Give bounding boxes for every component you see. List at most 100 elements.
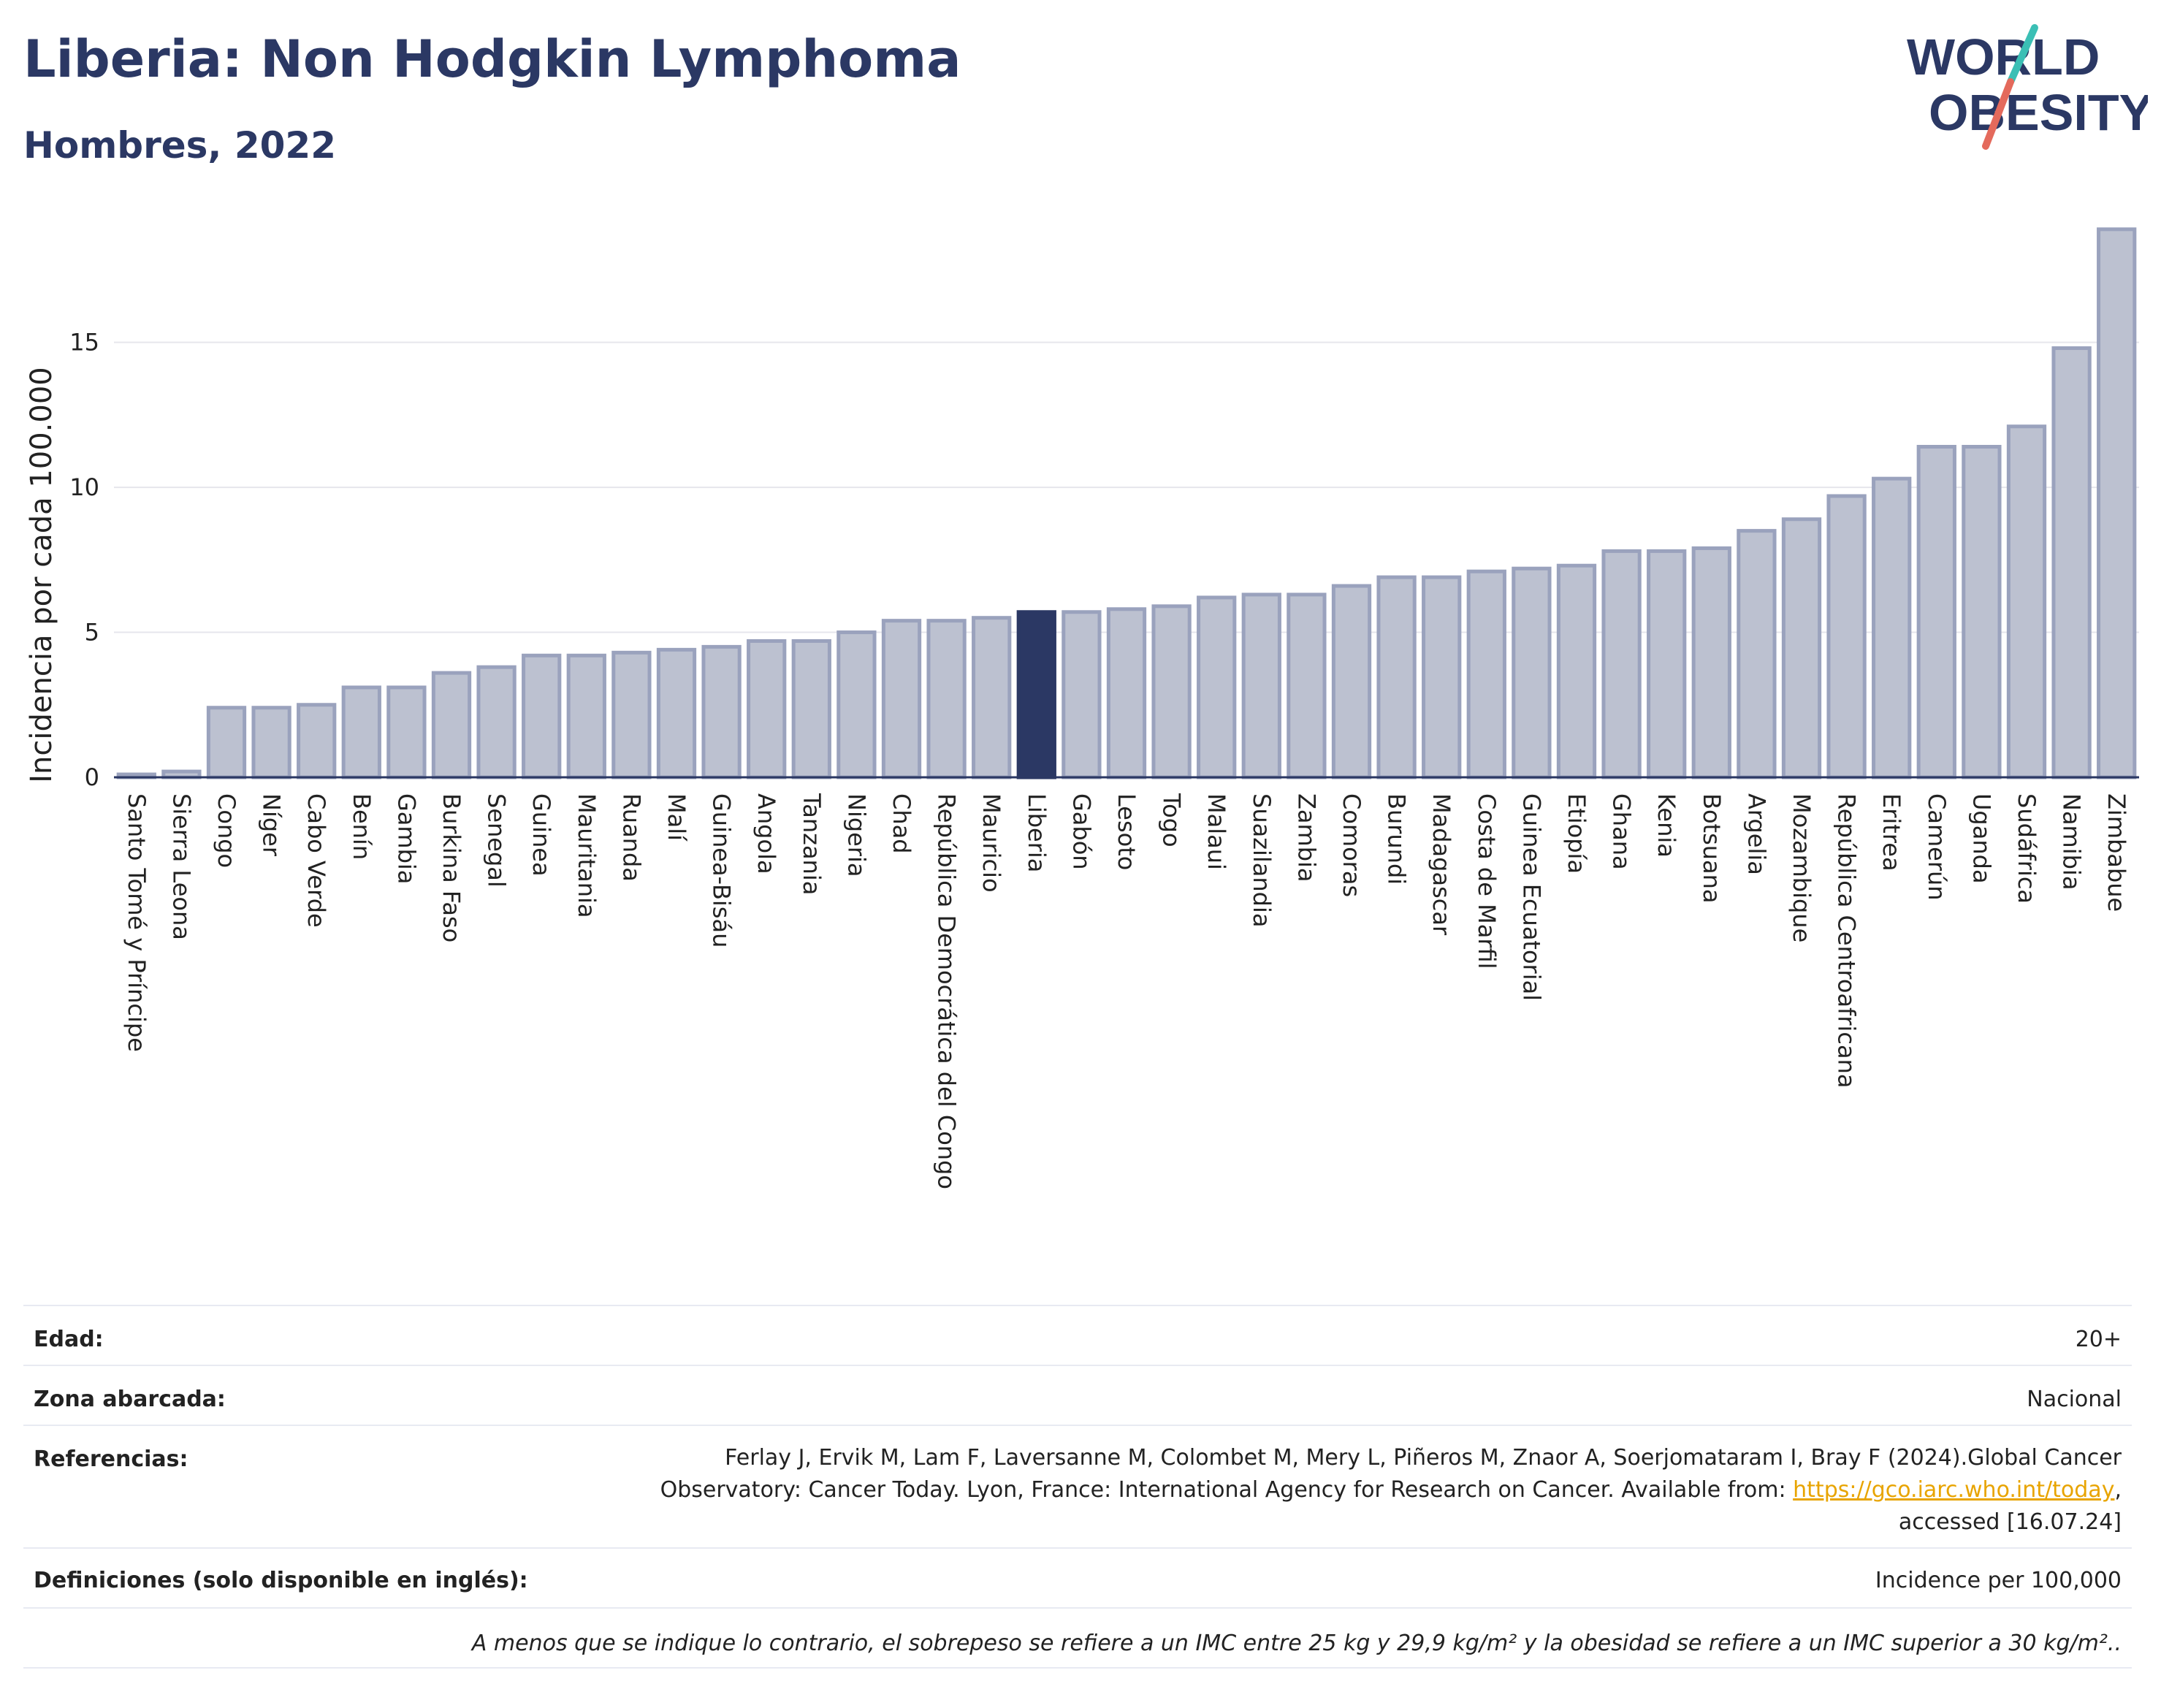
meta-value-definitions: Incidence per 100,000 xyxy=(1875,1568,2122,1593)
bar-8[interactable] xyxy=(476,665,517,779)
x-tick-label-3: Níger xyxy=(258,793,286,857)
page-title: Liberia: Non Hodgkin Lymphoma xyxy=(23,29,961,89)
x-tick-label-0: Santo Tomé y Príncipe xyxy=(123,793,150,1052)
x-tick-label-6: Gambia xyxy=(392,793,420,884)
x-tick-label-38: República Centroafricana xyxy=(1833,793,1861,1088)
logo-text-world: WORLD xyxy=(1907,28,2100,85)
bar-35[interactable] xyxy=(1691,546,1731,779)
bar-27[interactable] xyxy=(1331,584,1372,779)
bar-33[interactable] xyxy=(1601,549,1642,779)
bar-12[interactable] xyxy=(656,647,697,779)
bar-16[interactable] xyxy=(836,630,877,779)
x-tick-label-25: Suazilandia xyxy=(1248,793,1276,927)
bar-13[interactable] xyxy=(701,644,742,779)
logo-slash-red xyxy=(1982,78,2014,150)
reference-link[interactable]: https://gco.iarc.who.int/today xyxy=(1793,1477,2115,1503)
bar-42[interactable] xyxy=(2006,424,2047,779)
reference-line-1: Ferlay J, Ervik M, Lam F, Laversanne M, … xyxy=(725,1445,2122,1471)
x-tick-label-12: Malí xyxy=(663,793,690,842)
bar-14[interactable] xyxy=(747,638,787,779)
x-tick-label-1: Sierra Leona xyxy=(167,793,195,940)
x-tick-label-32: Etiopía xyxy=(1563,793,1590,874)
bar-29[interactable] xyxy=(1422,575,1462,779)
x-tick-label-41: Uganda xyxy=(1967,793,1995,884)
bar-6[interactable] xyxy=(386,685,427,779)
bar-2[interactable] xyxy=(206,706,247,779)
bar-38[interactable] xyxy=(1826,494,1867,779)
page-subtitle: Hombres, 2022 xyxy=(23,124,336,167)
meta-label-references: Referencias: xyxy=(34,1446,188,1472)
bar-30[interactable] xyxy=(1466,569,1506,779)
x-tick-label-43: Namibia xyxy=(2058,793,2086,890)
meta-row-note: A menos que se indique lo contrario, el … xyxy=(23,1607,2132,1669)
meta-label-area: Zona abarcada: xyxy=(34,1387,226,1412)
bar-43[interactable] xyxy=(2051,346,2092,779)
bar-28[interactable] xyxy=(1376,575,1417,779)
meta-label-definitions: Definiciones (solo disponible en inglés)… xyxy=(34,1568,528,1593)
x-tick-label-19: Mauricio xyxy=(977,793,1005,893)
x-tick-label-7: Burkina Faso xyxy=(438,793,465,942)
x-tick-label-33: Ghana xyxy=(1608,793,1636,870)
x-tick-label-15: Tanzania xyxy=(798,793,826,895)
bar-31[interactable] xyxy=(1512,566,1552,779)
y-tick-label: 10 xyxy=(69,473,99,501)
y-tick-label: 15 xyxy=(69,329,99,357)
meta-label-age: Edad: xyxy=(34,1327,104,1352)
x-tick-label-35: Botsuana xyxy=(1698,793,1726,904)
x-tick-label-5: Benín xyxy=(348,793,376,860)
x-tick-label-37: Mozambique xyxy=(1788,793,1815,942)
x-tick-label-14: Angola xyxy=(752,793,780,874)
bar-21[interactable] xyxy=(1062,610,1102,779)
bar-36[interactable] xyxy=(1737,529,1777,779)
x-tick-label-17: Chad xyxy=(888,793,915,854)
x-tick-label-29: Madagascar xyxy=(1428,793,1455,936)
bar-26[interactable] xyxy=(1287,592,1327,779)
world-obesity-logo: WORLD OBESITY xyxy=(1907,24,2148,150)
bar-18[interactable] xyxy=(926,619,967,779)
x-tick-label-13: Guinea-Bisáu xyxy=(708,793,736,948)
bar-24[interactable] xyxy=(1197,595,1237,779)
logo-text-obesity: OBESITY xyxy=(1929,84,2148,141)
x-tick-label-23: Togo xyxy=(1158,793,1186,847)
bar-10[interactable] xyxy=(566,653,606,779)
meta-row-definitions: Definiciones (solo disponible en inglés)… xyxy=(23,1547,2132,1607)
x-tick-label-28: Burundi xyxy=(1383,793,1411,885)
meta-value-age: 20+ xyxy=(2075,1327,2122,1352)
bar-23[interactable] xyxy=(1151,604,1192,779)
bar-11[interactable] xyxy=(611,650,652,779)
bar-32[interactable] xyxy=(1556,563,1597,779)
bar-39[interactable] xyxy=(1872,476,1912,779)
x-tick-label-22: Lesoto xyxy=(1113,793,1140,870)
x-tick-label-30: Costa de Marfil xyxy=(1473,793,1501,969)
meta-row-age: Edad: 20+ xyxy=(23,1305,2132,1365)
obesity-definition-note: A menos que se indique lo contrario, el … xyxy=(471,1631,2122,1656)
bar-44[interactable] xyxy=(2097,227,2137,779)
meta-row-area: Zona abarcada: Nacional xyxy=(23,1365,2132,1425)
bar-40[interactable] xyxy=(1916,445,1956,779)
meta-value-area: Nacional xyxy=(2027,1387,2122,1412)
bar-37[interactable] xyxy=(1781,517,1822,779)
bar-41[interactable] xyxy=(1962,445,2002,779)
bar-34[interactable] xyxy=(1647,549,1687,779)
y-tick-label: 5 xyxy=(85,619,99,647)
x-tick-label-26: Zambia xyxy=(1292,793,1320,882)
bar-15[interactable] xyxy=(791,638,831,779)
meta-value-references: Ferlay J, Ervik M, Lam F, Laversanne M, … xyxy=(660,1442,2132,1539)
x-tick-label-10: Mauritania xyxy=(573,793,601,918)
x-tick-label-24: Malaui xyxy=(1203,793,1230,870)
bar-22[interactable] xyxy=(1106,607,1147,779)
bar-7[interactable] xyxy=(431,671,472,779)
bar-25[interactable] xyxy=(1241,592,1281,779)
bar-5[interactable] xyxy=(341,685,381,779)
bar-9[interactable] xyxy=(522,653,562,779)
bar-4[interactable] xyxy=(297,703,337,779)
x-tick-label-2: Congo xyxy=(213,793,240,868)
x-tick-label-39: Eritrea xyxy=(1878,793,1905,872)
bar-3[interactable] xyxy=(251,706,291,779)
x-tick-label-34: Kenia xyxy=(1653,793,1680,858)
bar-20[interactable] xyxy=(1016,610,1056,779)
bar-19[interactable] xyxy=(972,616,1012,779)
reference-line-3: accessed [16.07.24] xyxy=(1898,1509,2122,1535)
x-tick-label-42: Sudáfrica xyxy=(2013,793,2040,904)
bar-17[interactable] xyxy=(881,619,922,779)
